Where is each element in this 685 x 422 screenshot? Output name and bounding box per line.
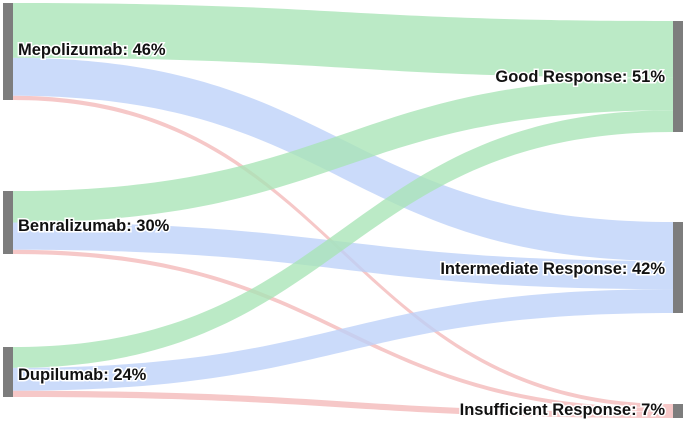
node-label-good: Good Response: 51% bbox=[495, 68, 665, 86]
link-benralizumab-to-intermediate[interactable] bbox=[13, 222, 673, 290]
node-bar-benralizumab[interactable] bbox=[3, 191, 13, 254]
link-benralizumab-to-good[interactable] bbox=[13, 77, 673, 223]
node-label-insufficient: Insufficient Response: 7% bbox=[460, 401, 666, 419]
link-dupilumab-to-insufficient[interactable] bbox=[13, 390, 673, 418]
node-bar-good[interactable] bbox=[673, 21, 683, 132]
link-mepolizumab-to-good[interactable] bbox=[13, 3, 673, 78]
link-dupilumab-to-good[interactable] bbox=[13, 110, 673, 368]
node-label-mepolizumab: Mepolizumab: 46% bbox=[18, 41, 166, 59]
node-bar-dupilumab[interactable] bbox=[3, 347, 13, 397]
node-bar-insufficient[interactable] bbox=[673, 404, 683, 418]
link-dupilumab-to-intermediate[interactable] bbox=[13, 289, 673, 391]
nodes-layer bbox=[3, 3, 683, 418]
labels-layer: Mepolizumab: 46% Benralizumab: 30% Dupil… bbox=[17, 40, 667, 421]
links-layer bbox=[13, 3, 673, 418]
node-bar-mepolizumab[interactable] bbox=[3, 3, 13, 100]
node-label-dupilumab: Dupilumab: 24% bbox=[18, 366, 147, 384]
node-label-benralizumab: Benralizumab: 30% bbox=[18, 217, 170, 235]
node-label-intermediate: Intermediate Response: 42% bbox=[440, 260, 665, 278]
node-bar-intermediate[interactable] bbox=[673, 222, 683, 313]
